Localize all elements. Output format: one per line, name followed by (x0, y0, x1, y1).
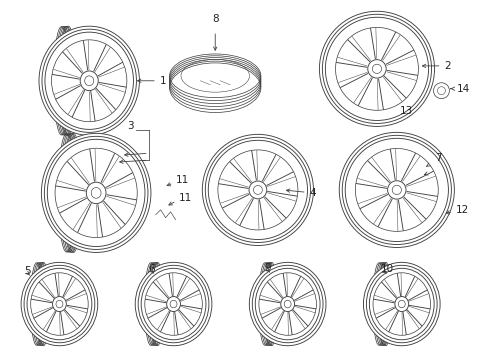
Text: 11: 11 (175, 175, 188, 185)
Text: 3: 3 (127, 121, 134, 131)
Text: 13: 13 (399, 105, 412, 116)
Text: 5: 5 (24, 266, 30, 276)
Text: 9: 9 (264, 263, 271, 273)
Ellipse shape (255, 268, 320, 340)
Ellipse shape (169, 54, 260, 98)
Text: 6: 6 (148, 264, 155, 274)
Ellipse shape (366, 265, 436, 343)
Ellipse shape (42, 29, 136, 132)
Ellipse shape (138, 265, 208, 343)
Ellipse shape (368, 268, 433, 340)
Circle shape (319, 11, 434, 126)
Text: 2: 2 (422, 61, 450, 71)
Text: 10: 10 (380, 264, 393, 274)
Ellipse shape (24, 265, 95, 343)
Text: 14: 14 (450, 84, 468, 94)
Ellipse shape (363, 262, 439, 346)
Ellipse shape (135, 262, 211, 346)
Text: 8: 8 (211, 14, 218, 24)
Ellipse shape (252, 265, 323, 343)
Text: 12: 12 (454, 205, 468, 215)
Ellipse shape (249, 262, 325, 346)
Ellipse shape (41, 133, 151, 252)
Text: 7: 7 (434, 153, 441, 163)
Text: 1: 1 (137, 76, 166, 86)
Circle shape (202, 134, 313, 246)
Ellipse shape (21, 262, 98, 346)
Circle shape (339, 132, 453, 247)
Text: 4: 4 (286, 188, 315, 198)
Ellipse shape (44, 136, 148, 249)
Ellipse shape (27, 268, 92, 340)
Ellipse shape (141, 268, 205, 340)
Ellipse shape (45, 32, 133, 129)
Text: 11: 11 (178, 193, 191, 203)
Ellipse shape (47, 139, 144, 247)
Ellipse shape (39, 26, 139, 135)
